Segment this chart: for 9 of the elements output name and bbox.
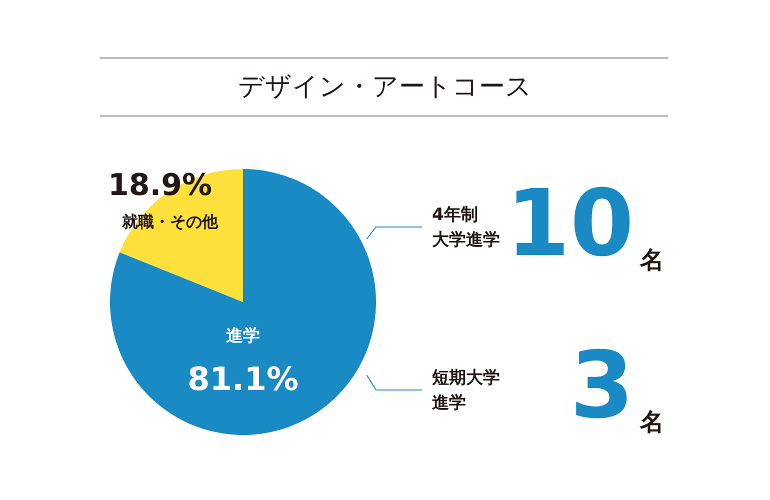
text: 4年制 [432, 205, 478, 225]
slice-label: 進学 [226, 326, 260, 346]
slice-label: 就職・その他 [121, 212, 219, 231]
pie-slice [110, 169, 376, 435]
text: 短期大学 [431, 368, 500, 388]
slice-label: 進学 [432, 393, 466, 413]
chart-title: デザイン・アートコース [238, 72, 532, 102]
text: 大学進学 [432, 230, 500, 250]
data-label: 81.1% [187, 360, 299, 398]
